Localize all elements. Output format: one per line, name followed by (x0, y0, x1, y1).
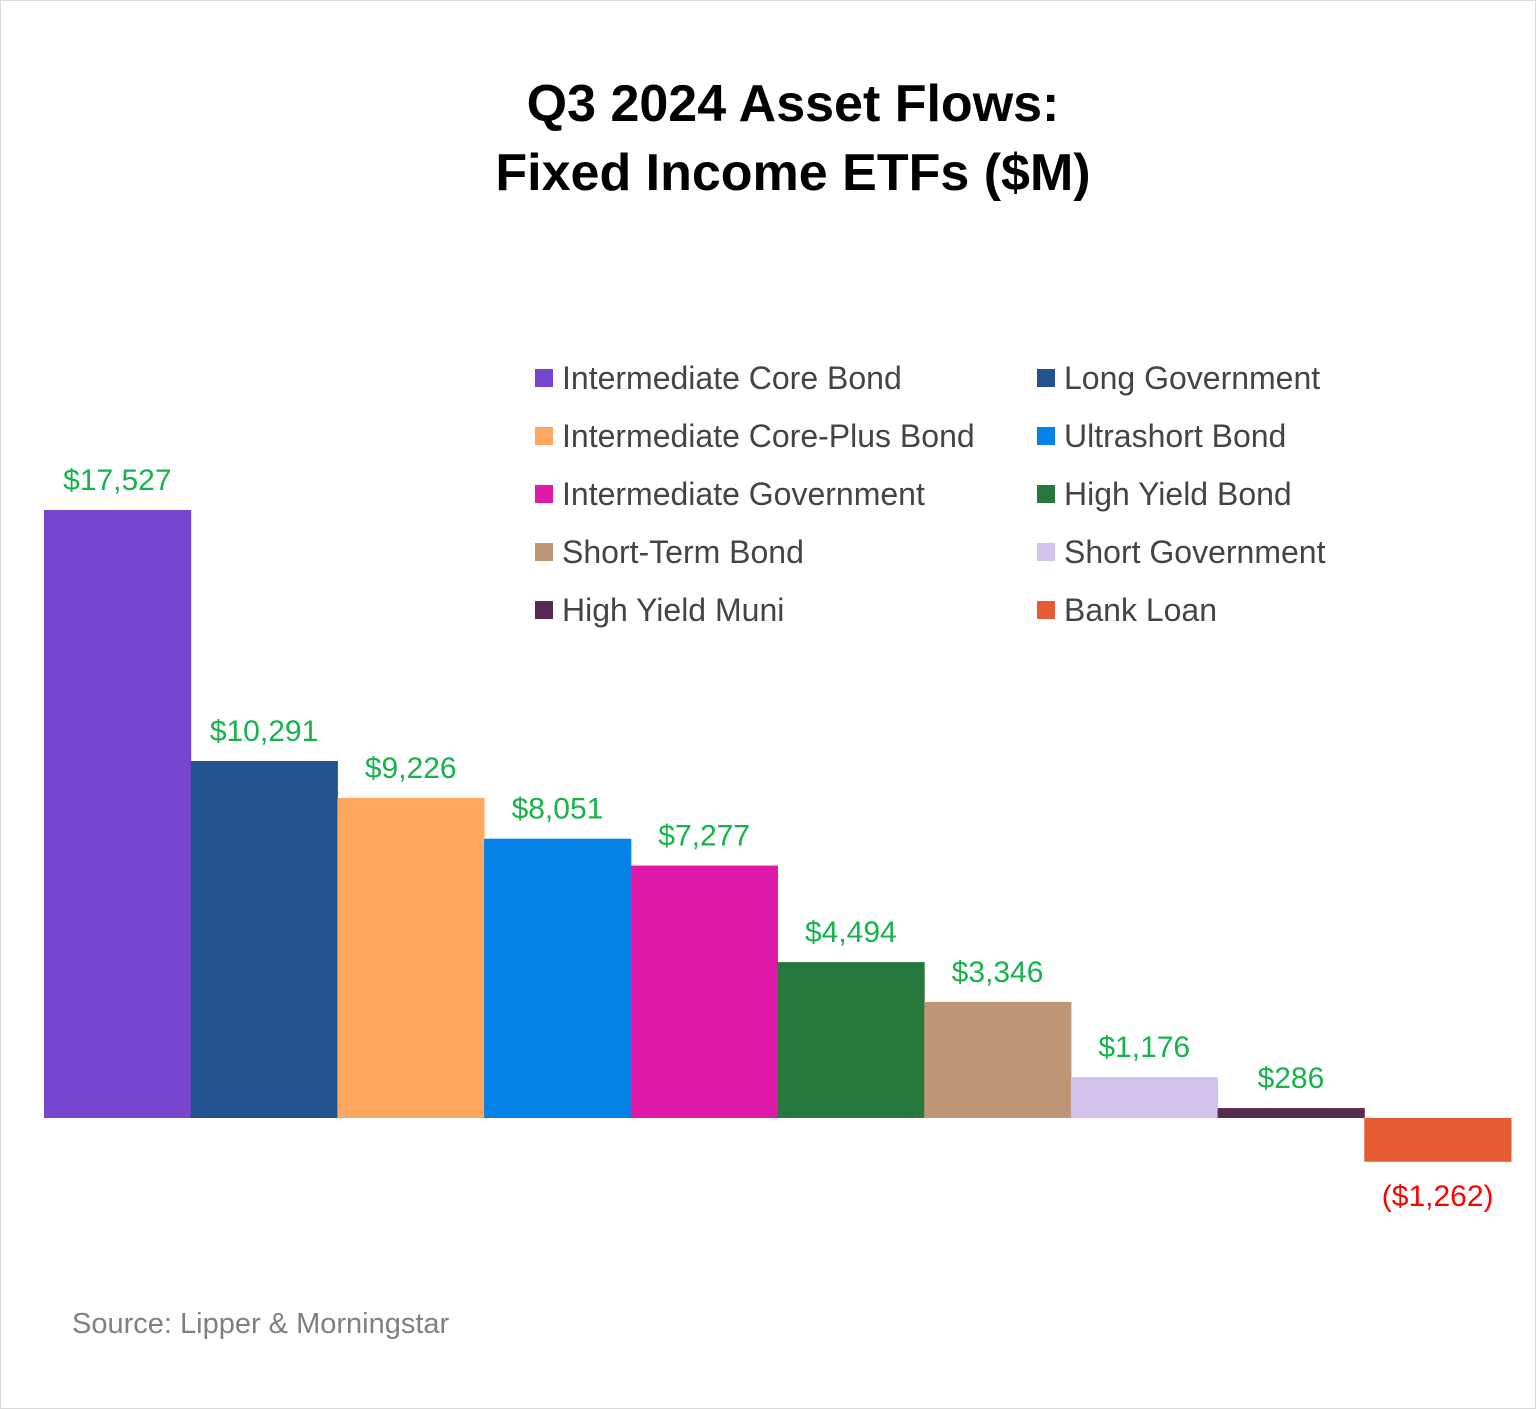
legend-swatch (535, 427, 553, 445)
legend-swatch (1037, 427, 1055, 445)
legend-swatch (535, 543, 553, 561)
bars-group: $17,527 $10,291 $9,226 $8,051 $7,277 $4,494 $3… (44, 464, 1512, 1213)
legend: Intermediate Core Bond Intermediate Core-… (535, 360, 1326, 628)
bar-intermediate-government (630, 865, 778, 1118)
legend-label: Ultrashort Bond (1064, 418, 1286, 454)
data-label: $4,494 (805, 916, 897, 949)
legend-swatch (1037, 369, 1055, 387)
bar-high-yield-bond (777, 962, 925, 1118)
bar-intermediate-core-plus-bond (337, 797, 485, 1118)
legend-label: Short Government (1064, 534, 1326, 570)
data-label: $286 (1258, 1062, 1325, 1095)
legend-swatch (535, 485, 553, 503)
bar-ultrashort-bond (484, 838, 632, 1118)
legend-swatch (1037, 485, 1055, 503)
legend-label: High Yield Muni (562, 592, 784, 628)
legend-label: High Yield Bond (1064, 476, 1292, 512)
data-label: $10,291 (210, 715, 318, 748)
data-label: $9,226 (365, 752, 457, 785)
data-label: ($1,262) (1382, 1180, 1494, 1213)
data-label: $1,176 (1098, 1031, 1190, 1064)
bar-high-yield-muni (1217, 1108, 1365, 1118)
bar-short-term-bond (924, 1001, 1072, 1118)
bar-long-government (190, 761, 338, 1118)
data-label: $17,527 (63, 464, 171, 497)
data-label: $7,277 (658, 820, 750, 853)
data-label: $3,346 (952, 956, 1044, 989)
legend-label: Intermediate Government (562, 476, 925, 512)
legend-swatch (535, 369, 553, 387)
legend-label: Intermediate Core Bond (562, 360, 902, 396)
legend-label: Intermediate Core-Plus Bond (562, 418, 975, 454)
chart-title-line-2: Fixed Income ETFs ($M) (495, 144, 1090, 202)
bar-short-government (1070, 1077, 1219, 1118)
legend-swatch (1037, 601, 1055, 619)
source-note: Source: Lipper & Morningstar (72, 1308, 450, 1340)
legend-label: Long Government (1064, 360, 1320, 396)
data-label: $8,051 (512, 793, 604, 826)
legend-label: Short-Term Bond (562, 534, 804, 570)
legend-swatch (535, 601, 553, 619)
legend-swatch (1037, 543, 1055, 561)
legend-label: Bank Loan (1064, 592, 1217, 628)
chart-title-line-1: Q3 2024 Asset Flows: (527, 75, 1060, 133)
bar-intermediate-core-bond (44, 510, 192, 1118)
bar-bank-loan (1364, 1118, 1512, 1162)
